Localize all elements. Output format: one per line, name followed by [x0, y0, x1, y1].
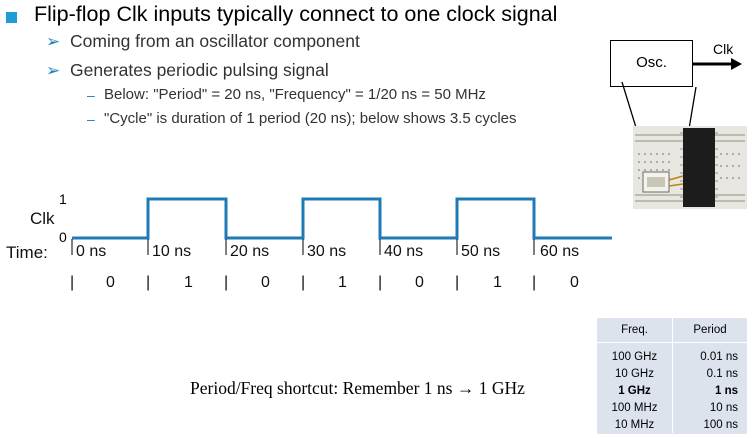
- oscillator-label: Osc.: [636, 54, 667, 71]
- freq-cell: 100 GHz: [597, 342, 673, 365]
- oscillator-output-label: Clk: [713, 41, 734, 57]
- value-separator: |: [301, 274, 306, 291]
- sub-bullet-arrow-icon: ➢: [46, 61, 61, 80]
- table-row: 100 GHz 0.01 ns: [597, 342, 747, 365]
- period-header: Period: [672, 318, 747, 343]
- period-cell: 0.01 ns: [700, 350, 738, 363]
- cycle-note: "Cycle" is duration of 1 period (20 ns);…: [104, 110, 517, 127]
- clk-value: 1: [493, 274, 502, 291]
- table-row-highlighted: 1 GHz 1 ns: [597, 382, 747, 399]
- value-separator: |: [378, 274, 383, 291]
- value-separator: |: [455, 274, 460, 291]
- clk-value: 0: [106, 274, 115, 291]
- freq-period-table: Freq. Period 100 GHz 0.01 ns 10 GHz 0.1 …: [597, 318, 747, 434]
- breadboard-photo: [633, 126, 747, 209]
- time-tick-marks: [71, 239, 535, 255]
- period-freq-shortcut: Period/Freq shortcut: Remember 1 ns → 1 …: [190, 378, 525, 398]
- clk-value: 0: [570, 274, 579, 291]
- table-row: 100 MHz 10 ns: [597, 399, 747, 416]
- time-axis-label: Time:: [6, 243, 48, 262]
- oscillator-box: Osc.: [610, 40, 693, 87]
- time-tick-label: 30 ns: [307, 243, 347, 260]
- freq-cell: 100 MHz: [597, 399, 673, 416]
- clk-value: 0: [261, 274, 270, 291]
- period-cell: 1 ns: [714, 384, 738, 397]
- clk-waveform-line: [72, 197, 612, 240]
- clk-output-arrowhead: [731, 58, 742, 70]
- sub-bullet-arrow-icon: ➢: [46, 32, 61, 51]
- freq-cell: 10 MHz: [597, 416, 673, 433]
- high-level-label: 1: [59, 191, 67, 207]
- period-frequency-note: Below: "Period" = 20 ns, "Frequency" = 1…: [104, 86, 486, 103]
- value-separator: |: [224, 274, 229, 291]
- value-separator: |: [146, 274, 151, 291]
- freq-cell: 10 GHz: [597, 365, 673, 382]
- period-cell: 0.1 ns: [706, 367, 738, 380]
- clk-signal-label: Clk: [30, 209, 55, 228]
- sub-bullet-periodic: Generates periodic pulsing signal: [70, 60, 329, 80]
- value-separator: |: [532, 274, 537, 291]
- freq-cell: 1 GHz: [597, 382, 673, 399]
- dash-bullet-icon: –: [87, 87, 95, 103]
- main-bullet-text: Flip-flop Clk inputs typically connect t…: [34, 2, 558, 26]
- low-level-label: 0: [59, 229, 67, 245]
- time-tick-label: 10 ns: [152, 243, 192, 260]
- freq-header: Freq.: [597, 318, 673, 343]
- table-header-row: Freq. Period: [597, 318, 747, 343]
- time-tick-label: 20 ns: [230, 243, 270, 260]
- table-row: 10 MHz 100 ns: [597, 416, 747, 433]
- clk-value: 0: [415, 274, 424, 291]
- sub-bullet-oscillator: Coming from an oscillator component: [70, 31, 360, 51]
- table-row: 10 GHz 0.1 ns: [597, 365, 747, 382]
- main-bullet-marker: [6, 12, 17, 23]
- time-tick-label: 50 ns: [461, 243, 501, 260]
- time-tick-label: 40 ns: [384, 243, 424, 260]
- period-cell: 10 ns: [709, 401, 738, 414]
- time-tick-label: 60 ns: [540, 243, 580, 260]
- clk-value: 1: [184, 274, 193, 291]
- value-separator: |: [70, 274, 75, 291]
- clk-value: 1: [338, 274, 347, 291]
- period-cell: 100 ns: [703, 418, 738, 431]
- time-tick-label: 0 ns: [76, 243, 107, 260]
- dash-bullet-icon: –: [87, 111, 95, 127]
